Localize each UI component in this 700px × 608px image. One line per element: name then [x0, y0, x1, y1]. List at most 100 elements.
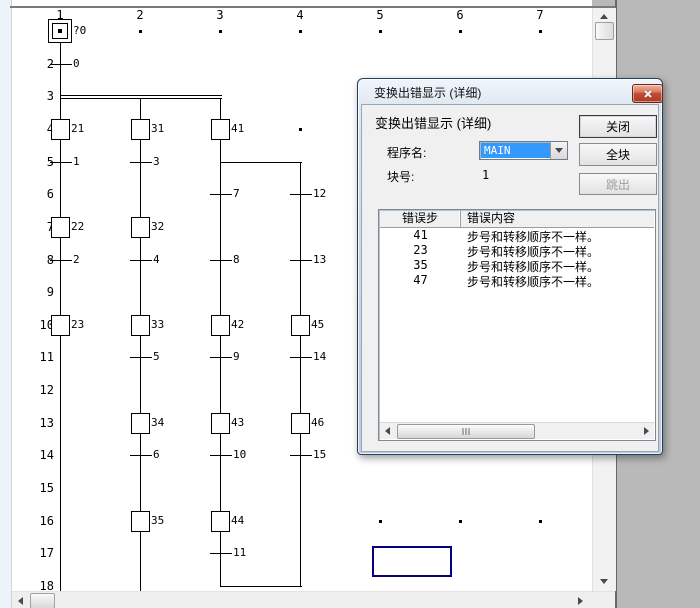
row-header: 13: [39, 416, 54, 430]
sfc-step-label: 21: [71, 122, 85, 135]
row-header: 14: [39, 448, 54, 462]
sfc-step-label: 44: [231, 514, 245, 527]
sfc-step-box[interactable]: [211, 511, 230, 532]
sfc-line: [300, 162, 301, 587]
grid-dot: [139, 30, 142, 33]
sfc-step-label: 35: [151, 514, 165, 527]
edit-cursor[interactable]: [372, 546, 452, 577]
sfc-step-box[interactable]: [291, 315, 310, 336]
column-header: 2: [136, 8, 144, 22]
error-list[interactable]: 错误步 错误内容 41 步号和转移顺序不一样。 23 步号和转移顺序不一样。 35 步号和…: [378, 209, 656, 441]
column-header: 4: [296, 8, 304, 22]
sfc-step-box[interactable]: [51, 315, 70, 336]
sfc-transition[interactable]: [130, 455, 152, 456]
sfc-step-box[interactable]: [291, 413, 310, 434]
close-dialog-button[interactable]: 关闭: [579, 115, 657, 138]
sfc-transition-label: 2: [73, 253, 80, 266]
chevron-down-icon: [555, 148, 563, 153]
dialog-close-button[interactable]: [632, 84, 663, 103]
row-header: 11: [39, 350, 54, 364]
grid-dot: [299, 30, 302, 33]
dialog-body: 变换出错显示 (详细) 关闭 全块 跳出 程序名: MAIN 块号: 1 错误步…: [361, 104, 659, 452]
vertical-scrollbar-thumb[interactable]: [595, 22, 614, 40]
scroll-right-icon[interactable]: [644, 427, 649, 435]
sfc-transition[interactable]: [130, 162, 152, 163]
sfc-transition-label: 5: [153, 350, 160, 363]
sfc-transition[interactable]: [210, 194, 232, 195]
scroll-down-icon[interactable]: [600, 579, 608, 584]
sfc-transition[interactable]: [210, 357, 232, 358]
sfc-step-box[interactable]: [51, 217, 70, 238]
sfc-step-label: 42: [231, 318, 245, 331]
scroll-left-icon[interactable]: [385, 427, 390, 435]
sfc-step-box[interactable]: [211, 315, 230, 336]
scroll-up-icon[interactable]: [600, 14, 608, 19]
program-name-value: MAIN: [481, 143, 553, 158]
sfc-transition[interactable]: [290, 260, 312, 261]
sfc-transition[interactable]: [210, 260, 232, 261]
sfc-step-label: 45: [311, 318, 325, 331]
sfc-transition[interactable]: [290, 194, 312, 195]
scroll-right-icon[interactable]: [578, 597, 583, 605]
sfc-transition-label: 4: [153, 253, 160, 266]
error-list-scrollbar-thumb[interactable]: [397, 424, 535, 439]
error-row[interactable]: 47 步号和转移顺序不一样。: [380, 273, 654, 289]
sfc-transition[interactable]: [210, 455, 232, 456]
sfc-step-label: 41: [231, 122, 245, 135]
sfc-transition[interactable]: [130, 260, 152, 261]
error-row[interactable]: 23 步号和转移顺序不一样。: [380, 243, 654, 259]
program-name-label: 程序名:: [387, 146, 427, 160]
error-message: 步号和转移顺序不一样。: [467, 230, 600, 244]
scroll-left-icon[interactable]: [18, 597, 23, 605]
sfc-transition[interactable]: [290, 357, 312, 358]
row-header: 10: [39, 318, 54, 332]
sfc-step-box[interactable]: [211, 413, 230, 434]
column-header: 7: [536, 8, 544, 22]
sfc-step-label: 34: [151, 416, 165, 429]
row-header: 9: [46, 285, 54, 299]
dialog-heading: 变换出错显示 (详细): [375, 116, 492, 131]
sfc-step-box[interactable]: [131, 119, 150, 140]
sfc-step-box[interactable]: [51, 119, 70, 140]
error-row[interactable]: 41 步号和转移顺序不一样。: [380, 228, 654, 244]
sfc-step-label: 23: [71, 318, 85, 331]
sfc-transition-label: 10: [233, 448, 247, 461]
grid-dot: [299, 128, 302, 131]
sfc-transition[interactable]: [290, 455, 312, 456]
row-header: 6: [46, 187, 54, 201]
sfc-transition[interactable]: [130, 357, 152, 358]
horizontal-scrollbar[interactable]: [12, 591, 615, 608]
grid-dot: [219, 30, 222, 33]
grid-dot: [379, 520, 382, 523]
sfc-step-box[interactable]: [131, 413, 150, 434]
sfc-transition[interactable]: [210, 553, 232, 554]
sfc-transition[interactable]: [50, 64, 72, 65]
sfc-step-box[interactable]: [131, 217, 150, 238]
sfc-transition[interactable]: [50, 260, 72, 261]
dialog-title-bar[interactable]: 变换出错显示 (详细): [358, 79, 663, 104]
column-header: 3: [216, 8, 224, 22]
error-message: 步号和转移顺序不一样。: [467, 260, 600, 274]
sfc-transition-label: 8: [233, 253, 240, 266]
sfc-transition-label: 12: [313, 187, 327, 200]
sfc-step-box[interactable]: [131, 511, 150, 532]
column-header: 1: [56, 8, 64, 22]
all-blocks-button[interactable]: 全块: [579, 143, 657, 166]
sfc-step-box[interactable]: [211, 119, 230, 140]
error-row[interactable]: 35 步号和转移顺序不一样。: [380, 258, 654, 274]
column-header: 6: [456, 8, 464, 22]
sfc-initial-step-dot: [58, 29, 62, 33]
sfc-line: [60, 95, 222, 96]
block-number-label: 块号:: [387, 170, 415, 184]
sfc-transition[interactable]: [50, 162, 72, 163]
grid-dot: [459, 520, 462, 523]
error-list-horizontal-scrollbar[interactable]: [380, 422, 654, 439]
column-header: 5: [376, 8, 384, 22]
sfc-step-label: 43: [231, 416, 245, 429]
program-name-combobox[interactable]: MAIN: [479, 141, 568, 160]
sfc-step-box[interactable]: [131, 315, 150, 336]
combobox-dropdown-button[interactable]: [550, 142, 567, 159]
sfc-line: [220, 98, 221, 587]
horizontal-scrollbar-thumb[interactable]: [30, 593, 55, 608]
